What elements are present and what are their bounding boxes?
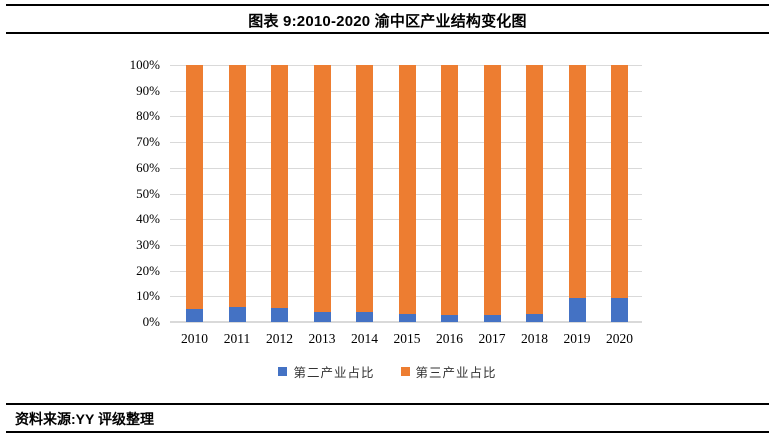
- bar-secondary-2013: [313, 312, 331, 322]
- y-axis-tick-label: 90%: [136, 82, 160, 98]
- x-axis-tick-label: 2019: [563, 331, 591, 346]
- figure-title: 图表 9:2010-2020 渝中区产业结构变化图: [248, 13, 527, 30]
- bar-tertiary-2015: [398, 65, 416, 315]
- source-divider: [6, 403, 769, 405]
- y-axis-tick-label: 30%: [136, 236, 160, 252]
- bar-secondary-2010: [186, 308, 203, 322]
- bar-secondary-2020: [611, 297, 628, 322]
- bar-tertiary-2019: [568, 65, 586, 299]
- y-axis-tick-label: 10%: [136, 288, 160, 304]
- chart-legend: 第二产业占比 第三产业占比: [0, 362, 775, 380]
- y-axis-tick-label: 0%: [142, 314, 160, 329]
- bar-tertiary-2016: [441, 65, 458, 315]
- bar-secondary-2012: [271, 308, 288, 322]
- legend-item: 第三产业占比: [400, 362, 497, 381]
- top-divider: [6, 4, 769, 6]
- title-divider: [6, 32, 769, 34]
- legend-item: 第二产业占比: [278, 362, 374, 381]
- bar-tertiary-2013: [313, 65, 331, 313]
- legend-label: 第二产业占比: [293, 365, 375, 380]
- y-axis-tick-label: 80%: [136, 108, 160, 124]
- gridline: [170, 321, 642, 323]
- legend-swatch-icon: [278, 366, 288, 376]
- x-axis-tick-label: 2018: [521, 331, 548, 346]
- bar-tertiary-2014: [356, 65, 373, 313]
- bar-tertiary-2011: [228, 65, 246, 308]
- bar-secondary-2019: [568, 298, 586, 322]
- y-axis-tick-label: 100%: [129, 57, 160, 72]
- y-axis-tick-label: 20%: [136, 262, 160, 278]
- bar-secondary-2014: [356, 312, 373, 322]
- x-axis-tick-label: 2017: [478, 331, 506, 346]
- legend-label: 第三产业占比: [415, 365, 497, 380]
- bar-tertiary-2020: [611, 65, 628, 298]
- bottom-divider: [6, 431, 769, 433]
- bar-secondary-2018: [526, 314, 543, 322]
- bar-tertiary-2010: [186, 65, 203, 309]
- x-axis-tick-label: 2010: [181, 331, 208, 346]
- x-axis-tick-label: 2014: [351, 331, 378, 346]
- bar-tertiary-2012: [271, 65, 288, 309]
- bar-secondary-2016: [441, 314, 458, 322]
- x-axis-tick-label: 2012: [266, 331, 293, 346]
- bar-tertiary-2018: [526, 65, 543, 315]
- bar-secondary-2015: [398, 314, 416, 322]
- bar-secondary-2011: [228, 307, 246, 322]
- bar-tertiary-2017: [483, 65, 501, 316]
- x-axis-tick-label: 2020: [606, 331, 633, 346]
- source-note: 资料来源:YY 评级整理: [15, 411, 154, 427]
- legend-swatch-icon: [400, 366, 410, 376]
- x-axis-tick-label: 2013: [308, 331, 336, 346]
- x-axis-tick-label: 2011: [223, 331, 251, 346]
- y-axis-tick-label: 40%: [136, 211, 160, 227]
- y-axis-tick-label: 70%: [136, 134, 160, 150]
- y-axis-tick-label: 50%: [136, 185, 160, 201]
- y-axis-tick-label: 60%: [136, 159, 160, 175]
- x-axis-tick-label: 2016: [436, 331, 463, 346]
- bar-secondary-2017: [483, 315, 501, 322]
- x-axis-tick-label: 2015: [393, 331, 421, 346]
